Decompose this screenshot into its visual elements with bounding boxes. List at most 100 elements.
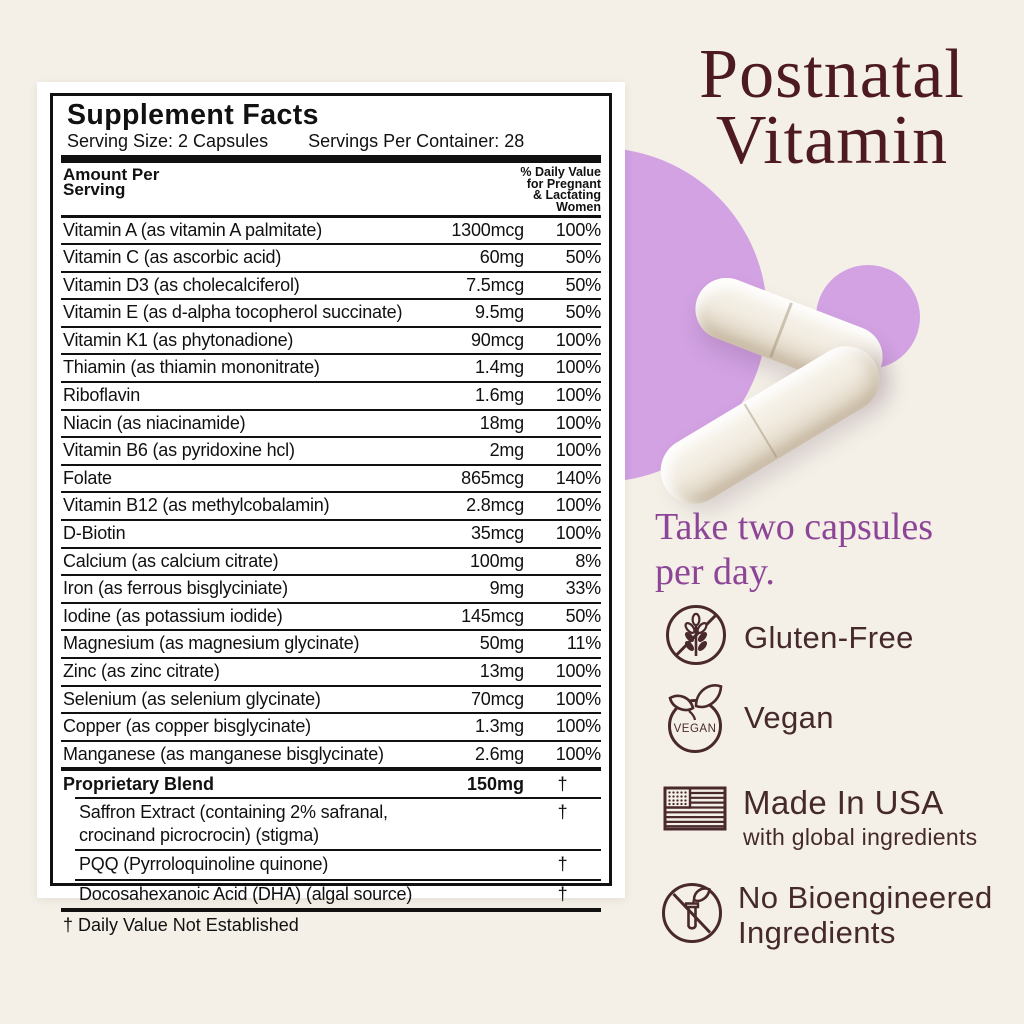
ingredient-daily-value: 8%: [575, 550, 601, 571]
header-divider: [61, 215, 601, 218]
table-row: Thiamin (as thiamin mononitrate) 1.4mg 1…: [61, 355, 601, 384]
ingredient-name: Iron (as ferrous bisglyciniate): [63, 578, 288, 599]
ingredient-amount: 9mg: [489, 578, 525, 599]
ingredient-name: Vitamin A (as vitamin A palmitate): [63, 219, 322, 240]
blend-item-row: Saffron Extract (containing 2% safranal,…: [75, 797, 601, 849]
blend-amount: 150mg: [466, 774, 524, 795]
ingredient-name: Riboflavin: [63, 385, 141, 406]
ingredient-name: Vitamin K1 (as phytonadione): [63, 329, 294, 350]
blend-item-name: PQQ (Pyrroloquinoline quinone): [79, 854, 329, 875]
table-row: Copper (as copper bisglycinate) 1.3mg 10…: [61, 714, 601, 742]
no-bioengineered-icon: [660, 881, 724, 950]
ingredient-daily-value: 100%: [555, 743, 601, 764]
table-row: Iodine (as potassium iodide) 145mcg 50%: [61, 604, 601, 632]
ingredient-daily-value: 100%: [555, 412, 601, 433]
badge-vegan: VEGAN Vegan: [662, 676, 834, 759]
blend-items: Saffron Extract (containing 2% safranal,…: [61, 797, 601, 908]
ingredient-name: Vitamin B12 (as methylcobalamin): [63, 495, 330, 516]
ingredient-name: Magnesium (as magnesium glycinate): [63, 633, 360, 654]
ingredient-amount: 2.8mcg: [466, 495, 524, 516]
badge-nobio-label-line1: No Bioengineered: [738, 880, 993, 915]
table-row: Vitamin B6 (as pyridoxine hcl) 2mg 100%: [61, 438, 601, 466]
table-row: Selenium (as selenium glycinate) 70mcg 1…: [61, 687, 601, 715]
ingredient-name: Folate: [63, 467, 112, 488]
badge-usa-sublabel: with global ingredients: [743, 824, 978, 850]
dosage-instruction-line2: per day.: [655, 551, 775, 593]
supplement-facts-panel: Supplement Facts Serving Size: 2 Capsule…: [37, 82, 625, 935]
supplement-facts-title: Supplement Facts: [67, 99, 319, 131]
ingredient-daily-value: 100%: [555, 495, 601, 516]
ingredient-amount: 145mcg: [461, 605, 524, 626]
ingredient-daily-value: 100%: [555, 357, 601, 378]
blend-item-dv: †: [557, 883, 568, 904]
ingredient-amount: 13mg: [479, 661, 524, 681]
ingredient-amount: 1.6mg: [474, 385, 524, 406]
ingredient-daily-value: 11%: [566, 633, 601, 654]
badge-usa-label: Made In USA: [743, 784, 944, 821]
ingredient-name: Vitamin C (as ascorbic acid): [63, 247, 282, 268]
ingredient-amount: 60mg: [479, 247, 524, 268]
vegan-icon: VEGAN: [662, 676, 728, 759]
ingredient-name: Thiamin (as thiamin mononitrate): [63, 357, 320, 378]
ingredient-amount: 18mg: [479, 412, 524, 433]
ingredient-name: Vitamin E (as d-alpha tocopherol succina…: [63, 302, 403, 323]
ingredient-amount: 50mg: [479, 633, 524, 654]
ingredient-daily-value: 100%: [555, 688, 601, 709]
ingredient-daily-value: 100%: [555, 716, 601, 737]
page-title-line1: Postnatal: [699, 36, 965, 113]
blend-dv: †: [557, 774, 568, 795]
ingredient-name: Vitamin B6 (as pyridoxine hcl): [63, 440, 295, 461]
table-row: Riboflavin 1.6mg 100%: [61, 383, 601, 411]
ingredient-daily-value: 33%: [565, 578, 602, 599]
ingredient-daily-value: 100%: [555, 661, 601, 681]
dosage-instruction-line1: Take two capsules: [655, 506, 934, 548]
ingredient-name: Manganese (as manganese bisglycinate): [63, 743, 384, 764]
ingredient-name: Iodine (as potassium iodide): [63, 605, 283, 626]
table-row: Magnesium (as magnesium glycinate) 50mg …: [61, 631, 601, 659]
vegan-icon-text: VEGAN: [674, 723, 717, 735]
ingredient-amount: 9.5mg: [474, 302, 524, 323]
column-headers: Amount Per Serving % Daily Value for Pre…: [61, 163, 601, 215]
table-row: Niacin (as niacinamide) 18mg 100%: [61, 411, 601, 439]
ingredient-amount: 35mcg: [470, 523, 524, 544]
ingredient-name: D-Biotin: [63, 523, 126, 544]
badge-nobio-label-line2: Ingredients: [738, 915, 896, 950]
serving-info: Serving Size: 2 Capsules Servings Per Co…: [67, 131, 601, 151]
blend-item-name: Docosahexanoic Acid (DHA) (algal source): [79, 883, 413, 904]
ingredient-daily-value: 50%: [565, 274, 602, 295]
table-row: Zinc (as zinc citrate) 13mg 100%: [61, 659, 601, 687]
ingredient-amount: 865mcg: [461, 467, 524, 488]
gluten-free-icon: [664, 603, 728, 672]
ingredient-amount: 1.3mg: [474, 716, 524, 737]
servings-per-container: Servings Per Container: 28: [308, 131, 525, 151]
badge-nobio-text: No Bioengineered Ingredients: [738, 880, 993, 950]
ingredient-name: Selenium (as selenium glycinate): [63, 688, 321, 709]
ingredient-amount: 70mcg: [470, 688, 524, 709]
ingredient-name: Copper (as copper bisglycinate): [63, 716, 311, 737]
ingredient-name: Calcium (as calcium citrate): [63, 550, 279, 571]
proprietary-blend-row: Proprietary Blend 150mg †: [61, 771, 601, 797]
table-row: Calcium (as calcium citrate) 100mg 8%: [61, 549, 601, 577]
blend-item-dv: †: [557, 854, 568, 875]
ingredient-daily-value: 100%: [555, 440, 601, 461]
badge-vegan-label: Vegan: [744, 699, 834, 735]
ingredient-daily-value: 50%: [565, 605, 602, 626]
blend-name: Proprietary Blend: [63, 774, 215, 795]
ingredient-daily-value: 140%: [555, 467, 601, 488]
blend-divider: [61, 767, 601, 772]
ingredient-amount: 90mcg: [470, 329, 524, 350]
table-row: Vitamin B12 (as methylcobalamin) 2.8mcg …: [61, 493, 601, 522]
ingredient-daily-value: 50%: [565, 247, 602, 268]
ingredient-name: Niacin (as niacinamide): [63, 412, 246, 433]
ingredient-amount: 100mg: [469, 550, 524, 571]
table-row: Folate 865mcg 140%: [61, 466, 601, 494]
table-row: Vitamin C (as ascorbic acid) 60mg 50%: [61, 245, 601, 273]
table-row: Iron (as ferrous bisglyciniate) 9mg 33%: [61, 576, 601, 604]
ingredient-name: Zinc (as zinc citrate): [63, 661, 220, 681]
thick-divider: [61, 155, 601, 163]
ingredient-amount: 2.6mg: [474, 743, 524, 764]
badge-usa-text: Made In USA with global ingredients: [743, 784, 978, 851]
ingredient-daily-value: 100%: [555, 219, 601, 240]
page-title-line2: Vitamin: [715, 102, 949, 179]
